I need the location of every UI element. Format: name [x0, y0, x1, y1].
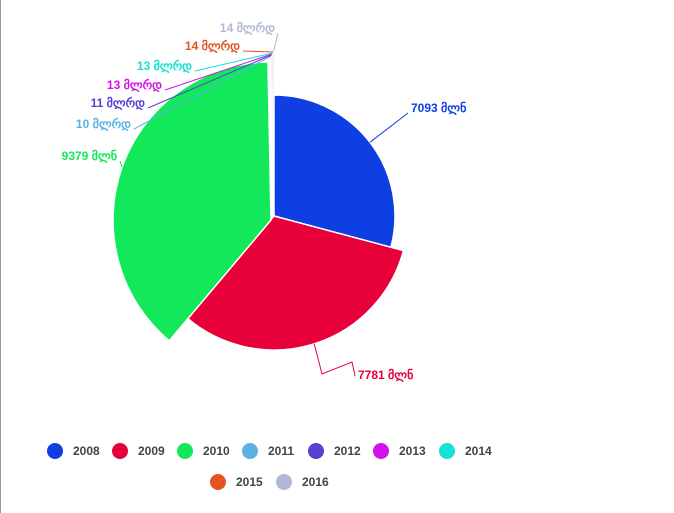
- legend-label[interactable]: 2015: [236, 475, 263, 489]
- data-label: 13 მლრდ: [107, 78, 162, 93]
- legend-marker[interactable]: [373, 443, 389, 459]
- legend-label[interactable]: 2008: [73, 444, 100, 458]
- pie-slice[interactable]: [273, 94, 396, 249]
- legend-label[interactable]: 2009: [138, 444, 165, 458]
- legend-marker[interactable]: [47, 443, 63, 459]
- legend-label[interactable]: 2012: [334, 444, 361, 458]
- leader-line: [369, 112, 409, 143]
- legend-label[interactable]: 2014: [465, 444, 492, 458]
- legend-marker[interactable]: [439, 443, 455, 459]
- data-label: 9379 მლნ: [62, 149, 117, 164]
- legend-label[interactable]: 2011: [268, 444, 294, 458]
- leader-line: [194, 52, 273, 72]
- legend-label[interactable]: 2016: [302, 475, 329, 489]
- data-label: 13 მლრდ: [137, 59, 192, 74]
- data-label: 10 მლრდ: [76, 117, 131, 132]
- data-label: 14 მლრდ: [220, 21, 275, 36]
- legend-marker[interactable]: [308, 443, 324, 459]
- legend-marker[interactable]: [242, 443, 258, 459]
- data-label: 7781 მლნ: [358, 368, 413, 383]
- leader-line: [273, 32, 279, 52]
- legend-label[interactable]: 2010: [203, 444, 230, 458]
- leader-line: [164, 53, 273, 91]
- data-label: 14 მლრდ: [185, 39, 240, 54]
- leader-line: [313, 343, 356, 377]
- data-label: 7093 მლნ: [411, 101, 466, 116]
- legend-marker[interactable]: [276, 474, 292, 490]
- leader-line: [133, 55, 272, 130]
- data-label: 11 მლრდ: [91, 96, 146, 111]
- leader-line: [242, 50, 274, 53]
- pie-slice[interactable]: [112, 61, 272, 342]
- legend-label[interactable]: 2013: [399, 444, 426, 458]
- leader-line: [147, 54, 272, 109]
- leader-line: [119, 160, 123, 168]
- legend-marker[interactable]: [112, 443, 128, 459]
- legend-marker[interactable]: [177, 443, 193, 459]
- legend-marker[interactable]: [210, 474, 226, 490]
